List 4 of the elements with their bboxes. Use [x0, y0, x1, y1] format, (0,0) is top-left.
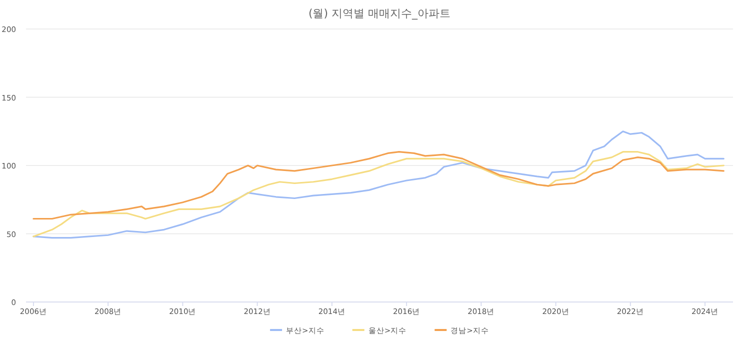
chart-title: (월) 지역별 매매지수_아파트	[308, 7, 451, 20]
line-series	[32, 151, 724, 238]
line-series	[32, 151, 724, 220]
line-series	[32, 130, 724, 239]
